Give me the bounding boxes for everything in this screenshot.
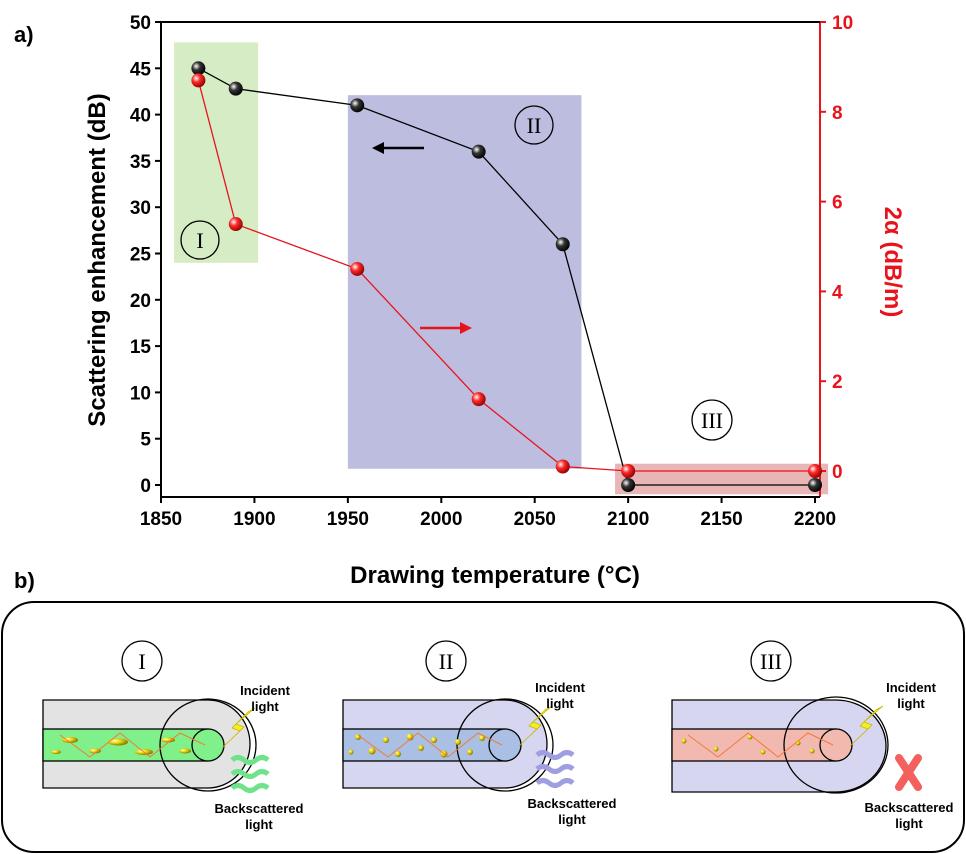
series-scattering-point — [228, 81, 243, 96]
region-I-shading — [174, 42, 259, 263]
y2-axis-title: 2α (dB/m) — [879, 207, 906, 318]
incident-label-2: light — [546, 696, 574, 711]
incident-light-icon — [221, 707, 256, 749]
left-axis-arrow — [372, 142, 424, 154]
backscattered-label-1: Backscattered — [528, 796, 617, 811]
backscattered-label-2: light — [558, 812, 586, 827]
diagram-panel-III: III Incident light Backscattered light — [671, 640, 954, 831]
y2-tick-label: 6 — [832, 193, 843, 214]
y-tick-label: 10 — [130, 383, 151, 404]
x-tick-label: 2200 — [794, 509, 836, 530]
y-axis-title: Scattering enhancement (dB) — [84, 93, 111, 426]
svg-text:III: III — [701, 408, 723, 433]
y-tick-label: 20 — [130, 291, 151, 312]
svg-text:II: II — [439, 649, 454, 674]
incident-label-1: Incident — [535, 680, 586, 695]
series-loss-point — [228, 217, 243, 232]
series-loss-point — [808, 464, 822, 478]
region-label-I: I — [180, 220, 220, 260]
x-tick-label: 2150 — [700, 509, 742, 530]
no-backscatter-x-icon — [895, 754, 922, 791]
y2-tick-label: 0 — [832, 462, 843, 483]
y2-tick-label: 10 — [832, 13, 853, 34]
y-tick-label: 30 — [130, 198, 151, 219]
region-III-shading — [615, 463, 829, 495]
y-tick-label: 5 — [140, 430, 151, 451]
fiber-I — [42, 698, 257, 792]
panel-label-a: a) — [14, 22, 34, 47]
series-scattering-point — [555, 237, 570, 252]
y-tick-label: 45 — [130, 59, 152, 80]
incident-label-2: light — [251, 699, 279, 714]
x-tick-label: 1950 — [327, 509, 369, 530]
panel-III-roman: III — [750, 640, 792, 682]
diagram-panel-I: I Incident light — [42, 640, 304, 832]
series-loss-point — [555, 459, 570, 474]
y-tick-label: 35 — [130, 152, 152, 173]
panel-label-b: b) — [14, 568, 35, 593]
series-scattering-point — [350, 98, 365, 113]
incident-light-icon — [849, 705, 884, 747]
region-label-II: II — [514, 105, 554, 145]
y-tick-label: 25 — [130, 245, 152, 266]
series-loss-point — [350, 261, 365, 276]
region-label-III: III — [691, 399, 733, 441]
incident-light-icon — [518, 705, 553, 747]
x-tick-label: 2050 — [514, 509, 556, 530]
svg-text:I: I — [196, 228, 203, 253]
y-tick-label: 50 — [130, 13, 151, 34]
panel-I-roman: I — [121, 640, 163, 682]
y-tick-label: 0 — [140, 476, 151, 497]
backscattered-light-icon — [230, 755, 270, 793]
diagram-panel-II: II Incident light Back — [342, 640, 617, 827]
x-tick-label: 1900 — [233, 509, 275, 530]
x-tick-label: 1850 — [140, 509, 182, 530]
series-loss-point — [621, 464, 636, 478]
series-loss-point — [471, 392, 486, 407]
panel-II-roman: II — [425, 640, 467, 682]
incident-label-2: light — [897, 696, 925, 711]
backscattered-label-2: light — [245, 817, 273, 832]
region-II-shading — [347, 95, 582, 469]
series-scattering-point — [621, 478, 636, 492]
series-scattering-point — [808, 478, 822, 492]
y2-tick-label: 4 — [832, 282, 843, 303]
backscattered-label-2: light — [895, 816, 923, 831]
x-axis-title: Drawing temperature (°C) — [350, 562, 640, 589]
series-scattering-point — [471, 144, 486, 159]
series-loss-point — [191, 73, 206, 88]
fiber-III — [671, 696, 889, 794]
chart-a: 1850 1900 1950 2000 2050 2100 2150 220005101520… — [84, 13, 906, 589]
x-tick-label: 2000 — [420, 509, 462, 530]
svg-text:I: I — [138, 649, 145, 674]
x-tick-label: 2100 — [607, 509, 649, 530]
y-tick-label: 40 — [130, 106, 151, 127]
fiber-II — [342, 698, 554, 792]
incident-label-1: Incident — [240, 683, 291, 698]
series-scattering-point — [191, 61, 206, 76]
backscattered-light-icon — [535, 750, 575, 788]
backscattered-label-1: Backscattered — [215, 801, 304, 816]
y2-tick-label: 2 — [832, 372, 843, 393]
incident-label-1: Incident — [886, 680, 937, 695]
y2-tick-label: 8 — [832, 103, 843, 124]
backscattered-label-1: Backscattered — [865, 800, 954, 815]
svg-text:II: II — [527, 113, 542, 138]
y-tick-label: 15 — [130, 337, 152, 358]
right-axis-arrow — [420, 322, 472, 334]
svg-text:III: III — [760, 649, 782, 674]
